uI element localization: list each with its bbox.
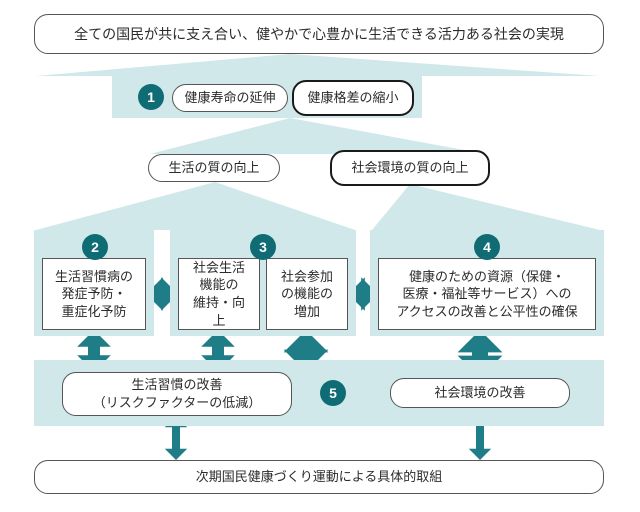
node-n5a: 生活習慣の改善（リスクファクターの低減） bbox=[62, 372, 292, 416]
node-env_q: 社会環境の質の向上 bbox=[330, 150, 490, 186]
diagram-stage: 全ての国民が共に支え合い、健やかで心豊かに生活できる活力ある社会の実現健康寿命の… bbox=[0, 0, 640, 512]
node-qol: 生活の質の向上 bbox=[148, 154, 280, 182]
node-gap_red: 健康格差の縮小 bbox=[292, 80, 414, 116]
connector-triangle bbox=[36, 54, 600, 76]
node-n3b: 社会参加の機能の増加 bbox=[266, 258, 348, 330]
connector-triangle bbox=[372, 184, 600, 230]
connector-triangle bbox=[36, 182, 355, 230]
badge-b2: 2 bbox=[82, 234, 108, 260]
node-top: 全ての国民が共に支え合い、健やかで心豊かに生活できる活力ある社会の実現 bbox=[34, 14, 604, 54]
connector-triangle bbox=[150, 118, 486, 154]
node-n2: 生活習慣病の発症予防・重症化予防 bbox=[42, 258, 146, 330]
node-bottom: 次期国民健康づくり運動による具体的取組 bbox=[34, 460, 604, 494]
badge-b4: 4 bbox=[474, 234, 500, 260]
node-n4: 健康のための資源（保健・医療・福祉等サービス）へのアクセスの改善と公平性の確保 bbox=[378, 258, 596, 330]
node-life_ext: 健康寿命の延伸 bbox=[172, 84, 288, 112]
badge-b5: 5 bbox=[320, 380, 346, 406]
badge-b3: 3 bbox=[250, 234, 276, 260]
node-n5b: 社会環境の改善 bbox=[390, 378, 570, 408]
badge-b1: 1 bbox=[138, 84, 164, 110]
node-n3a: 社会生活機能の維持・向上 bbox=[178, 258, 260, 330]
